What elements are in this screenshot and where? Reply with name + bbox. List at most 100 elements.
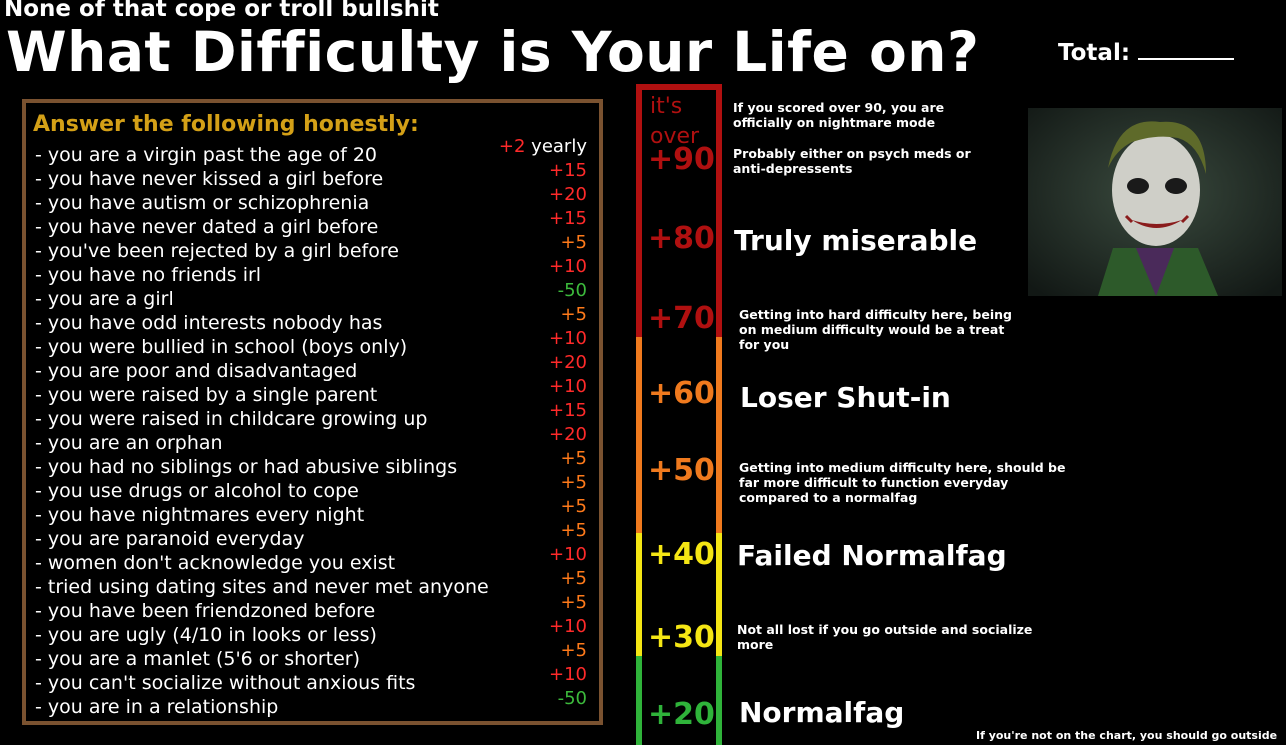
questionnaire-heading: Answer the following honestly: — [33, 112, 419, 137]
points-value: +5 — [560, 448, 587, 469]
question-points: +5 — [560, 495, 587, 519]
scale-yellow-left — [636, 533, 642, 656]
scale-red-left — [636, 84, 642, 337]
question-item: - you have never dated a girl before +15 — [35, 208, 591, 239]
question-item: - you are a girl -50 — [35, 280, 591, 311]
label-normalfag: Normalfag — [739, 696, 905, 729]
question-item: - you can't socialize without anxious fi… — [35, 664, 591, 695]
question-item: - you have been friendzoned before +5 — [35, 592, 591, 623]
points-suffix: yearly — [525, 136, 587, 157]
total-label: Total: — [1058, 40, 1131, 66]
question-text: - you have been friendzoned before — [35, 600, 376, 622]
points-value: -50 — [557, 280, 587, 301]
question-item: - you were bullied in school (boys only)… — [35, 328, 591, 359]
level-90: +90 — [648, 142, 715, 177]
question-points: +5 — [560, 471, 587, 495]
note-70-line2: on medium difficulty would be a treat — [739, 322, 1005, 337]
question-item: - you are paranoid everyday +5 — [35, 520, 591, 551]
question-text: - you are poor and disadvantaged — [35, 360, 358, 382]
points-value: +20 — [549, 352, 587, 373]
question-text: - you are paranoid everyday — [35, 528, 305, 550]
note-90-nightmare: If you scored over 90, you are officiall… — [733, 100, 944, 130]
scale-yellow-right — [716, 533, 722, 656]
scale-orange-right — [716, 337, 722, 533]
note-70: Getting into hard difficulty here, being… — [739, 307, 1012, 352]
note-30-line2: more — [737, 637, 774, 652]
question-points: +2 yearly — [499, 135, 587, 159]
question-points: +5 — [560, 519, 587, 543]
points-value: +5 — [560, 496, 587, 517]
points-value: +5 — [560, 520, 587, 541]
question-points: +10 — [549, 327, 587, 351]
question-item: - you are an orphan +20 — [35, 424, 591, 455]
level-20: +20 — [648, 697, 715, 732]
points-value: +5 — [560, 232, 587, 253]
points-value: +15 — [549, 160, 587, 181]
points-value: +10 — [549, 664, 587, 685]
question-points: +5 — [560, 567, 587, 591]
question-text: - you've been rejected by a girl before — [35, 240, 399, 262]
question-points: +5 — [560, 231, 587, 255]
question-text: - you are in a relationship — [35, 696, 279, 718]
question-text: - women don't acknowledge you exist — [35, 552, 396, 574]
points-value: +5 — [560, 304, 587, 325]
question-text: - you have autism or schizophrenia — [35, 192, 370, 214]
note-90-line1: If you scored over 90, you are — [733, 100, 945, 115]
question-item: - you've been rejected by a girl before +… — [35, 232, 591, 263]
question-text: - you have never dated a girl before — [35, 216, 379, 238]
total-field: Total: — [1058, 40, 1235, 66]
question-text: - you had no siblings or had abusive sib… — [35, 456, 458, 478]
points-value: +10 — [549, 616, 587, 637]
points-value: +10 — [549, 328, 587, 349]
question-points: +5 — [560, 591, 587, 615]
points-value: +10 — [549, 256, 587, 277]
level-40: +40 — [648, 537, 715, 572]
question-item: - you are poor and disadvantaged +20 — [35, 352, 591, 383]
question-item: - you are in a relationship -50 — [35, 688, 591, 719]
level-80: +80 — [648, 221, 715, 256]
question-points: +10 — [549, 615, 587, 639]
note-70-line1: Getting into hard difficulty here, being — [739, 307, 1012, 322]
question-points: +15 — [549, 399, 587, 423]
question-item: - you are a manlet (5'6 or shorter) +5 — [35, 640, 591, 671]
note-50-line2: far more difficult to function everyday — [739, 475, 1009, 490]
question-points: +10 — [549, 543, 587, 567]
question-item: - you have never kissed a girl before +15 — [35, 160, 591, 191]
question-text: - you can't socialize without anxious fi… — [35, 672, 416, 694]
question-points: +10 — [549, 375, 587, 399]
question-item: - tried using dating sites and never met… — [35, 568, 591, 599]
question-text: - you were bullied in school (boys only) — [35, 336, 408, 358]
question-text: - tried using dating sites and never met… — [35, 576, 489, 598]
points-value: +5 — [560, 472, 587, 493]
points-value: +15 — [549, 208, 587, 229]
question-item: - you use drugs or alcohol to cope +5 — [35, 472, 591, 503]
question-item: - you have odd interests nobody has +5 — [35, 304, 591, 335]
question-item: - you had no siblings or had abusive sib… — [35, 448, 591, 479]
question-text: - you are a virgin past the age of 20 — [35, 144, 377, 166]
question-text: - you are a manlet (5'6 or shorter) — [35, 648, 361, 670]
label-loser-shut-in: Loser Shut-in — [740, 381, 951, 414]
level-70: +70 — [648, 301, 715, 336]
note-70-line3: for you — [739, 337, 790, 352]
scale-red-right — [716, 84, 722, 337]
question-points: -50 — [558, 279, 587, 303]
label-failed-normalfag: Failed Normalfag — [737, 539, 1007, 572]
scale-green-right — [716, 656, 722, 745]
its-over-line2: over — [650, 124, 700, 149]
level-30: +30 — [648, 620, 715, 655]
joker-photo — [1028, 108, 1282, 296]
question-item: - you have nightmares every night +5 — [35, 496, 591, 527]
question-text: - you have nightmares every night — [35, 504, 365, 526]
question-item: - you were raised by a single parent +10 — [35, 376, 591, 407]
points-value: -50 — [557, 688, 587, 709]
question-points: +10 — [549, 255, 587, 279]
question-text: - you have no friends irl — [35, 264, 262, 286]
note-30: Not all lost if you go outside and socia… — [737, 622, 1032, 652]
points-value: +15 — [549, 400, 587, 421]
points-value: +5 — [560, 640, 587, 661]
level-50: +50 — [648, 453, 715, 488]
note-50-line3: compared to a normalfag — [739, 490, 918, 505]
note-90-line3: Probably either on psych meds or — [733, 146, 971, 161]
question-points: +5 — [560, 303, 587, 327]
points-value: +20 — [549, 424, 587, 445]
